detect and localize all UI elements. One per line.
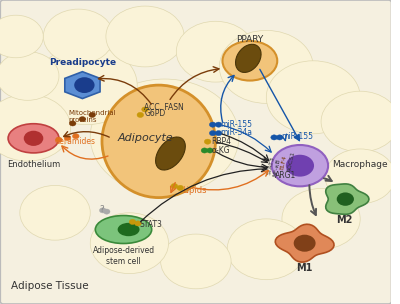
Circle shape xyxy=(137,112,144,118)
Circle shape xyxy=(266,61,360,134)
Circle shape xyxy=(72,134,79,139)
Ellipse shape xyxy=(272,145,328,186)
Text: ARG1: ARG1 xyxy=(275,171,296,180)
Text: Adipose-derived
stem cell: Adipose-derived stem cell xyxy=(92,246,154,266)
Text: Lipids: Lipids xyxy=(182,186,206,195)
Text: Mitochondrial
proteins: Mitochondrial proteins xyxy=(68,110,116,123)
Circle shape xyxy=(89,112,96,118)
Circle shape xyxy=(201,148,208,153)
Text: miR-155: miR-155 xyxy=(281,132,313,141)
Text: miR-155: miR-155 xyxy=(220,119,252,129)
Circle shape xyxy=(219,30,313,103)
Circle shape xyxy=(90,213,168,274)
Circle shape xyxy=(209,131,216,136)
Text: Adipose Tissue: Adipose Tissue xyxy=(11,281,89,291)
Circle shape xyxy=(215,131,222,136)
Text: NF-κB: NF-κB xyxy=(272,157,281,177)
Circle shape xyxy=(135,221,141,226)
Circle shape xyxy=(294,235,316,252)
Circle shape xyxy=(0,94,71,161)
Circle shape xyxy=(171,184,178,188)
Text: Ceramides: Ceramides xyxy=(54,136,95,146)
Circle shape xyxy=(100,208,106,213)
Circle shape xyxy=(129,219,136,224)
Circle shape xyxy=(103,209,110,214)
Circle shape xyxy=(0,15,43,58)
Text: Preadipocyte: Preadipocyte xyxy=(49,58,116,67)
Circle shape xyxy=(176,21,254,82)
Circle shape xyxy=(64,136,71,141)
Polygon shape xyxy=(326,184,369,214)
Ellipse shape xyxy=(236,44,261,72)
Circle shape xyxy=(177,185,184,190)
Circle shape xyxy=(337,192,354,206)
Circle shape xyxy=(325,149,396,204)
Text: M2: M2 xyxy=(336,216,353,225)
Ellipse shape xyxy=(222,41,277,81)
Circle shape xyxy=(36,46,137,125)
Text: α-KG: α-KG xyxy=(212,146,230,155)
Circle shape xyxy=(282,188,360,249)
Circle shape xyxy=(106,6,184,67)
Ellipse shape xyxy=(118,223,140,236)
Text: Adipocyte: Adipocyte xyxy=(117,133,173,143)
Circle shape xyxy=(207,148,213,153)
Circle shape xyxy=(24,131,43,146)
Circle shape xyxy=(227,219,306,280)
Text: ?: ? xyxy=(99,205,104,214)
Circle shape xyxy=(204,139,211,144)
Circle shape xyxy=(56,137,62,142)
Circle shape xyxy=(271,135,278,140)
Text: Macrophage: Macrophage xyxy=(332,160,388,169)
Circle shape xyxy=(79,117,86,122)
Circle shape xyxy=(321,91,399,152)
Text: ACC, FASN: ACC, FASN xyxy=(144,102,184,112)
Text: ELF4: ELF4 xyxy=(280,154,288,170)
Ellipse shape xyxy=(95,216,152,244)
Ellipse shape xyxy=(156,137,185,170)
Circle shape xyxy=(20,185,90,240)
Circle shape xyxy=(74,77,94,93)
Text: M1: M1 xyxy=(296,263,313,272)
Circle shape xyxy=(209,122,216,127)
Polygon shape xyxy=(275,224,334,262)
Circle shape xyxy=(69,121,76,126)
Circle shape xyxy=(0,52,59,100)
Circle shape xyxy=(276,135,283,140)
Ellipse shape xyxy=(8,124,59,153)
Text: STAT3: STAT3 xyxy=(140,220,162,229)
Text: Endothelium: Endothelium xyxy=(7,160,60,169)
Text: PPARY: PPARY xyxy=(236,35,264,44)
Circle shape xyxy=(90,79,239,195)
Ellipse shape xyxy=(102,85,216,198)
Polygon shape xyxy=(65,72,100,98)
Text: miR-34a: miR-34a xyxy=(220,128,252,137)
Circle shape xyxy=(161,234,231,289)
Text: RBP4: RBP4 xyxy=(211,137,231,146)
Text: STAT3: STAT3 xyxy=(266,156,276,175)
Text: G6PD: G6PD xyxy=(144,109,166,119)
Circle shape xyxy=(142,107,148,112)
Circle shape xyxy=(43,9,114,64)
Text: SOCS1: SOCS1 xyxy=(287,151,296,172)
Circle shape xyxy=(215,122,222,127)
Circle shape xyxy=(286,155,314,177)
